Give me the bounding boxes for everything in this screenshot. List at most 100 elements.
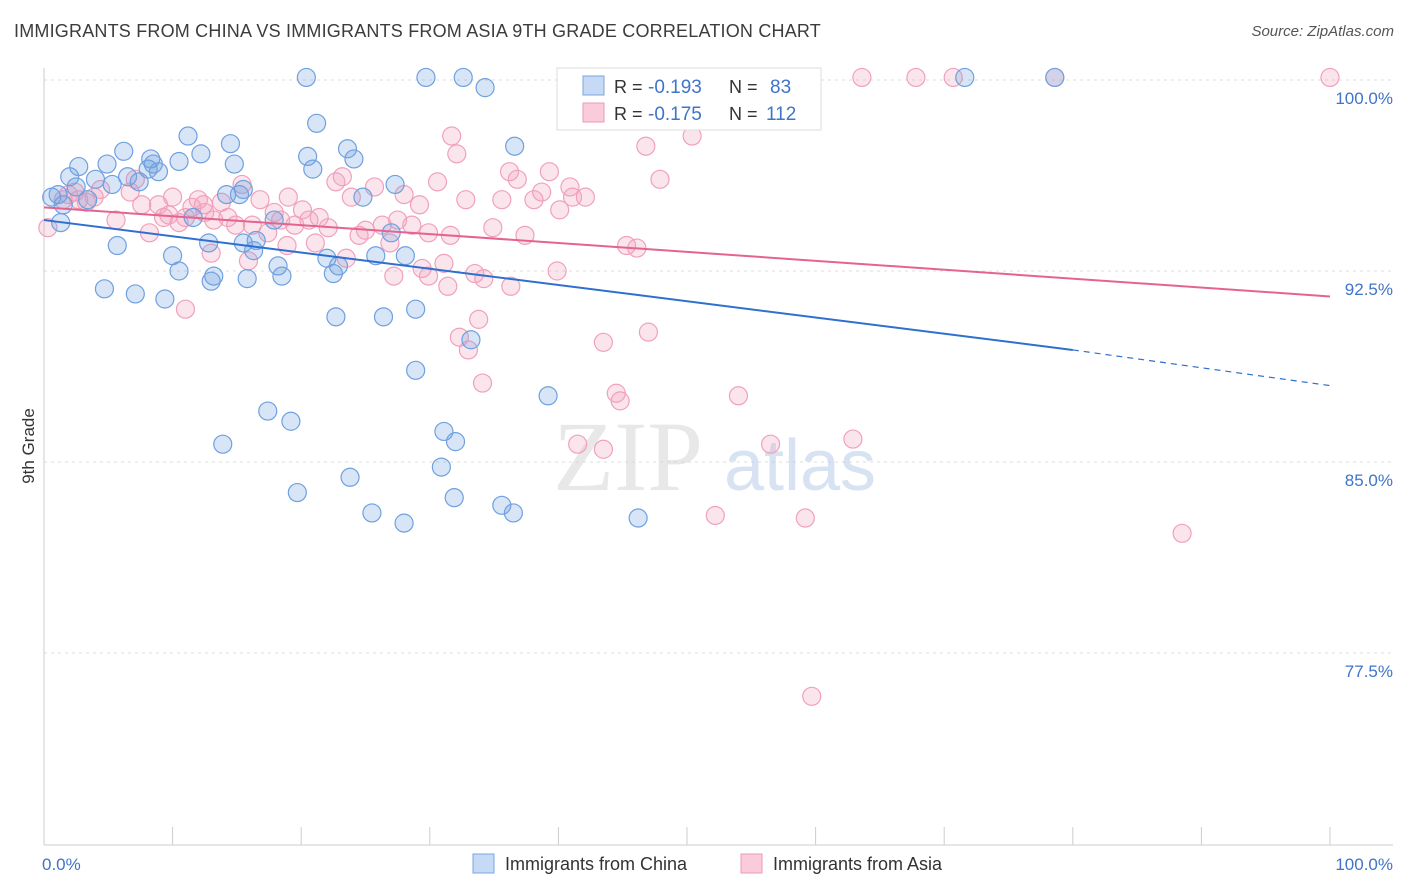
asia-point xyxy=(650,169,670,189)
china-point xyxy=(326,307,346,327)
y-axis-title: 9th Grade xyxy=(19,408,38,484)
china-point xyxy=(69,156,89,177)
china-point xyxy=(258,401,278,421)
asia-point xyxy=(532,182,552,202)
asia-point xyxy=(427,172,448,192)
china-point xyxy=(328,256,349,276)
china-point xyxy=(85,169,106,189)
source-credit: Source: ZipAtlas.com xyxy=(1251,23,1394,40)
asia-point xyxy=(226,215,246,235)
china-point xyxy=(298,146,318,166)
asia-point xyxy=(250,190,270,210)
asia-point xyxy=(442,126,462,146)
asia-point xyxy=(483,218,503,238)
china-point xyxy=(296,67,316,88)
china-point xyxy=(233,179,253,200)
china-point xyxy=(201,271,221,291)
trend-lines xyxy=(43,206,1331,387)
china-point xyxy=(505,136,525,156)
asia-point xyxy=(292,200,313,220)
asia-point xyxy=(539,162,559,182)
asia-trend-line xyxy=(43,206,1331,298)
y-tick-label: 100.0% xyxy=(1335,89,1393,108)
asia-point xyxy=(175,299,196,319)
china-point xyxy=(281,411,301,431)
asia-point xyxy=(384,266,404,286)
china-point xyxy=(406,360,426,380)
china-point xyxy=(503,503,523,523)
china-point xyxy=(114,141,134,161)
asia-point xyxy=(326,172,346,192)
asia-point xyxy=(193,195,214,215)
watermark-atlas: atlas xyxy=(724,426,876,506)
bottom-legend-swatch-china xyxy=(472,853,495,874)
asia-point xyxy=(163,187,183,207)
y-tick-label: 92.5% xyxy=(1345,280,1393,299)
bottom-legend-label-china: Immigrants from China xyxy=(505,854,688,874)
y-tick-label: 77.5% xyxy=(1345,662,1393,681)
asia-point xyxy=(562,187,583,207)
series-china-points xyxy=(42,67,1065,533)
asia-point xyxy=(447,144,467,164)
china-point xyxy=(66,177,86,197)
asia-point xyxy=(153,207,174,228)
china-point xyxy=(148,162,169,182)
china-point xyxy=(1045,67,1065,88)
china-point xyxy=(102,174,122,195)
asia-point xyxy=(507,169,527,189)
legend-n-label-asia: N = xyxy=(729,104,758,124)
x-tick-label-min: 0.0% xyxy=(42,855,81,874)
asia-point xyxy=(610,391,630,411)
asia-point xyxy=(469,309,489,329)
asia-point xyxy=(182,197,202,217)
legend-r-label-asia: R = xyxy=(614,104,643,124)
asia-point xyxy=(906,67,926,88)
gridlines xyxy=(44,79,1393,654)
china-point xyxy=(475,78,495,98)
asia-point xyxy=(852,67,872,88)
asia-point xyxy=(402,215,422,235)
asia-point xyxy=(524,190,544,210)
asia-point xyxy=(760,434,781,454)
china-point xyxy=(268,256,288,276)
china-point xyxy=(344,149,364,169)
y-tick-labels: 100.0% 92.5% 85.0% 77.5% xyxy=(1335,89,1393,681)
china-point xyxy=(125,284,145,304)
china-point xyxy=(538,386,558,406)
china-point xyxy=(431,457,451,477)
asia-point xyxy=(341,187,361,207)
china-point xyxy=(107,235,127,256)
china-point xyxy=(237,269,257,289)
china-point xyxy=(199,233,219,253)
asia-point xyxy=(132,195,152,215)
asia-point xyxy=(1172,523,1192,543)
china-point xyxy=(224,154,244,174)
asia-point xyxy=(474,269,494,289)
china-point xyxy=(416,67,436,88)
china-point xyxy=(461,330,481,350)
asia-point xyxy=(305,233,325,253)
china-point xyxy=(453,67,473,88)
china-point xyxy=(385,174,405,195)
china-point xyxy=(340,467,360,487)
legend-box: R = -0.193 N = 83 R = -0.175 N = 112 xyxy=(556,67,822,131)
asia-point xyxy=(943,67,963,88)
china-point xyxy=(191,144,211,164)
legend-n-label-china: N = xyxy=(729,77,758,97)
china-point xyxy=(213,434,233,454)
china-point xyxy=(287,482,307,503)
china-point xyxy=(204,266,224,286)
china-point xyxy=(366,246,386,266)
china-point xyxy=(233,233,253,253)
bottom-legend-label-asia: Immigrants from Asia xyxy=(773,854,943,874)
china-point xyxy=(444,488,464,508)
china-point xyxy=(307,113,327,133)
axes xyxy=(43,68,1393,846)
asia-point xyxy=(264,202,284,223)
series-asia-points xyxy=(38,67,1340,706)
asia-point xyxy=(332,167,352,187)
china-point xyxy=(78,190,98,210)
asia-point xyxy=(1320,67,1340,88)
china-point xyxy=(220,134,241,154)
